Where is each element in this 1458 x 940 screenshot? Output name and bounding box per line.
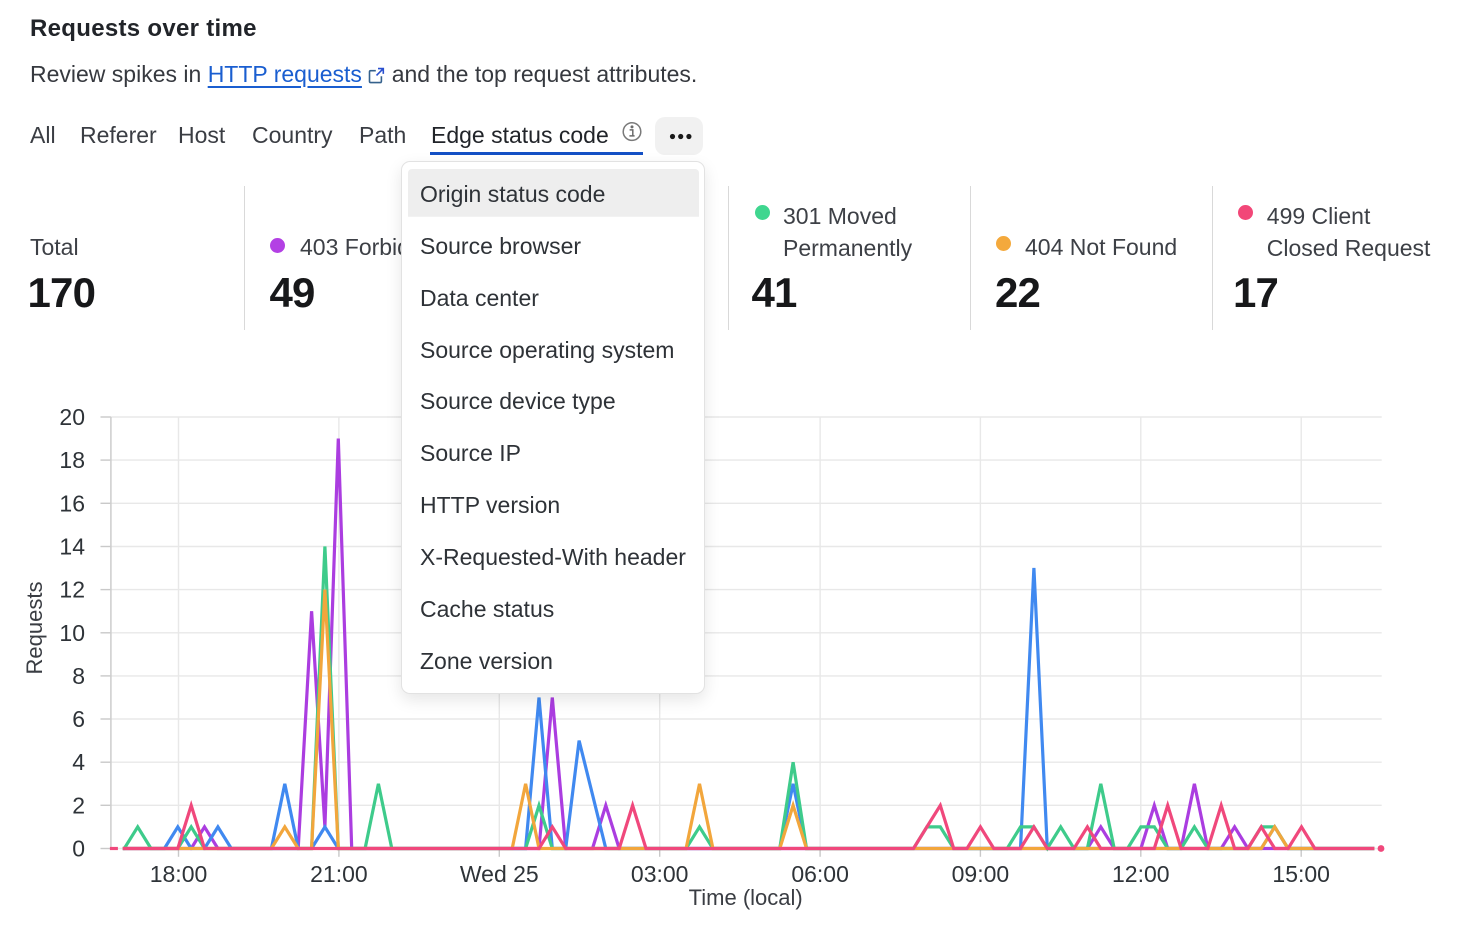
svg-text:0: 0 [72, 836, 85, 862]
svg-text:12: 12 [59, 577, 85, 603]
svg-text:2: 2 [72, 792, 85, 818]
svg-text:4: 4 [72, 749, 85, 775]
svg-text:03:00: 03:00 [631, 861, 689, 887]
svg-text:8: 8 [72, 663, 85, 689]
svg-text:Requests: Requests [22, 582, 47, 675]
svg-text:16: 16 [59, 490, 85, 516]
svg-text:06:00: 06:00 [791, 861, 849, 887]
svg-text:Time (local): Time (local) [689, 885, 803, 910]
svg-text:10: 10 [59, 620, 85, 646]
svg-text:09:00: 09:00 [952, 861, 1010, 887]
svg-text:20: 20 [59, 404, 85, 430]
svg-text:18: 18 [59, 447, 85, 473]
svg-text:18:00: 18:00 [150, 861, 208, 887]
svg-text:12:00: 12:00 [1112, 861, 1170, 887]
svg-text:21:00: 21:00 [310, 861, 368, 887]
svg-text:15:00: 15:00 [1272, 861, 1330, 887]
svg-text:14: 14 [59, 534, 85, 560]
svg-text:Wed 25: Wed 25 [460, 861, 539, 887]
svg-text:6: 6 [72, 706, 85, 732]
